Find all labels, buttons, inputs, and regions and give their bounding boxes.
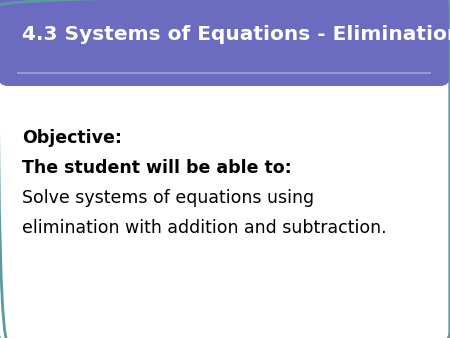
- FancyBboxPatch shape: [0, 0, 450, 86]
- Text: The student will be able to:: The student will be able to:: [22, 159, 292, 177]
- Text: Solve systems of equations using: Solve systems of equations using: [22, 189, 314, 207]
- Text: elimination with addition and subtraction.: elimination with addition and subtractio…: [22, 219, 387, 237]
- Text: Objective:: Objective:: [22, 129, 122, 147]
- Text: 4.3 Systems of Equations - Elimination: 4.3 Systems of Equations - Elimination: [22, 24, 450, 44]
- Bar: [8, 62, 440, 76]
